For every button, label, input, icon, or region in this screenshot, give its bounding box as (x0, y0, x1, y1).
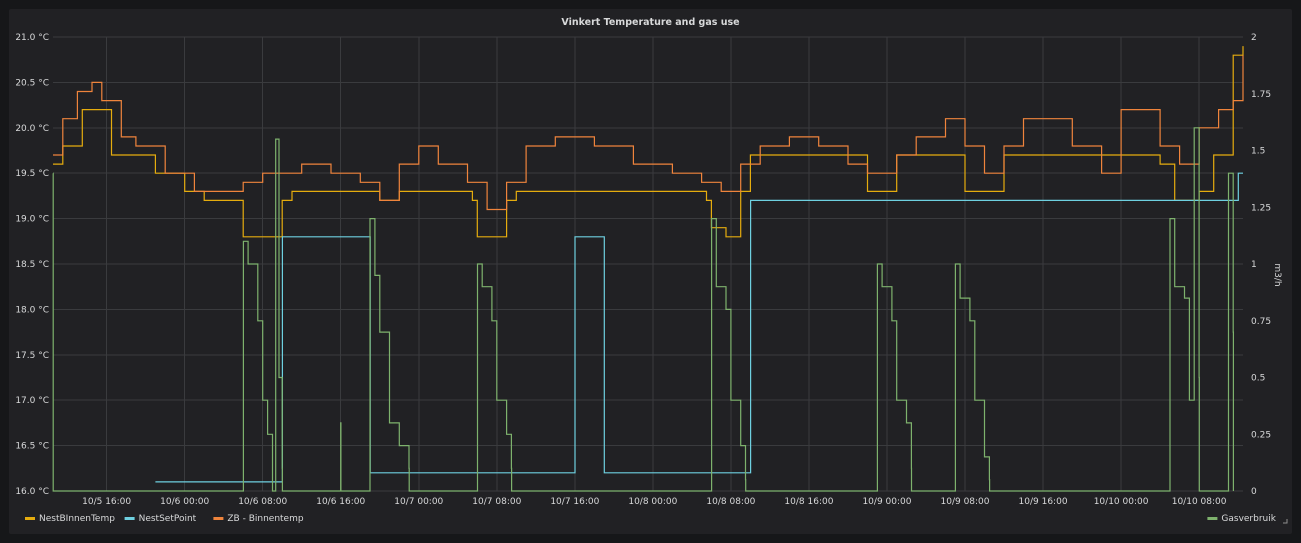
right-tick-label: 1.5 (1251, 147, 1265, 157)
left-axis: 16.0 °C 16.5 °C 17.0 °C 17.5 °C 18.0 °C 18.5 … (15, 33, 49, 497)
legend-label[interactable]: Gasverbruik (1221, 514, 1276, 524)
left-tick-label: 19.5 °C (15, 169, 49, 179)
x-tick-label: 10/6 16:00 (316, 497, 365, 507)
left-tick-label: 19.0 °C (15, 215, 49, 225)
chart-title: Vinkert Temperature and gas use (561, 17, 739, 28)
right-tick-label: 0.75 (1251, 317, 1271, 327)
series-line-1[interactable] (155, 172, 1243, 483)
left-tick-label: 17.5 °C (15, 351, 49, 361)
left-tick-label: 20.5 °C (15, 78, 49, 88)
line-chart: Vinkert Temperature and gas use 16.0 °C1… (15, 17, 1288, 524)
x-tick-label: 10/5 16:00 (82, 497, 131, 507)
series-line-3[interactable] (52, 127, 1234, 492)
x-tick-label: 10/9 00:00 (862, 497, 911, 507)
left-tick-label: 18.5 °C (15, 260, 49, 270)
right-tick-label: 0.25 (1251, 430, 1271, 440)
legend-swatch (213, 517, 224, 520)
legend-label[interactable]: NestSetPoint (139, 514, 197, 524)
x-tick-label: 10/6 08:00 (238, 497, 287, 507)
x-tick-label: 10/8 00:00 (628, 497, 677, 507)
grid (53, 36, 1243, 492)
series-line-0[interactable] (53, 46, 1244, 238)
series (52, 46, 1244, 492)
x-axis: 10/5 16:00 10/6 00:00 10/6 08:00 10/6 16:00… (82, 497, 1227, 507)
legend-label[interactable]: NestBInnenTemp (39, 514, 115, 524)
x-tick-label: 10/10 00:00 (1094, 497, 1149, 507)
left-tick-label: 20.0 °C (15, 124, 49, 134)
right-axis: 0 0.25 0.5 0.75 1 1.25 1.5 1.75 2 (1251, 33, 1271, 497)
right-tick-label: 1.75 (1251, 90, 1271, 100)
legend: NestBInnenTemp NestSetPoint ZB - Binnentem… (25, 514, 304, 524)
right-tick-label: 1 (1251, 260, 1257, 270)
x-tick-label: 10/6 00:00 (160, 497, 209, 507)
left-tick-label: 16.5 °C (15, 442, 49, 452)
legend-swatch (25, 517, 35, 520)
x-tick-label: 10/9 16:00 (1019, 497, 1068, 507)
left-tick-label: 17.0 °C (15, 396, 49, 406)
x-tick-label: 10/9 08:00 (941, 497, 990, 507)
resize-handle-icon[interactable] (1283, 519, 1288, 524)
x-tick-label: 10/7 08:00 (472, 497, 521, 507)
x-tick-label: 10/7 16:00 (550, 497, 599, 507)
right-tick-label: 2 (1251, 33, 1257, 43)
legend-right: Gasverbruik (1207, 514, 1277, 524)
series-line-2[interactable] (53, 55, 1244, 211)
x-tick-label: 10/10 08:00 (1172, 497, 1227, 507)
right-axis-label: m3/h (1272, 263, 1282, 286)
left-tick-label: 18.0 °C (15, 305, 49, 315)
left-tick-label: 16.0 °C (15, 487, 49, 497)
x-tick-label: 10/8 16:00 (784, 497, 833, 507)
right-tick-label: 0.5 (1251, 374, 1265, 384)
x-tick-label: 10/7 00:00 (394, 497, 443, 507)
right-tick-label: 0 (1251, 487, 1257, 497)
legend-swatch (1207, 517, 1218, 520)
legend-label[interactable]: ZB - Binnentemp (227, 514, 303, 524)
chart-panel: Vinkert Temperature and gas use 16.0 °C 1… (9, 9, 1292, 534)
left-tick-label: 21.0 °C (15, 33, 49, 43)
right-tick-label: 1.25 (1251, 203, 1271, 213)
legend-swatch (124, 517, 135, 520)
x-tick-label: 10/8 08:00 (706, 497, 755, 507)
